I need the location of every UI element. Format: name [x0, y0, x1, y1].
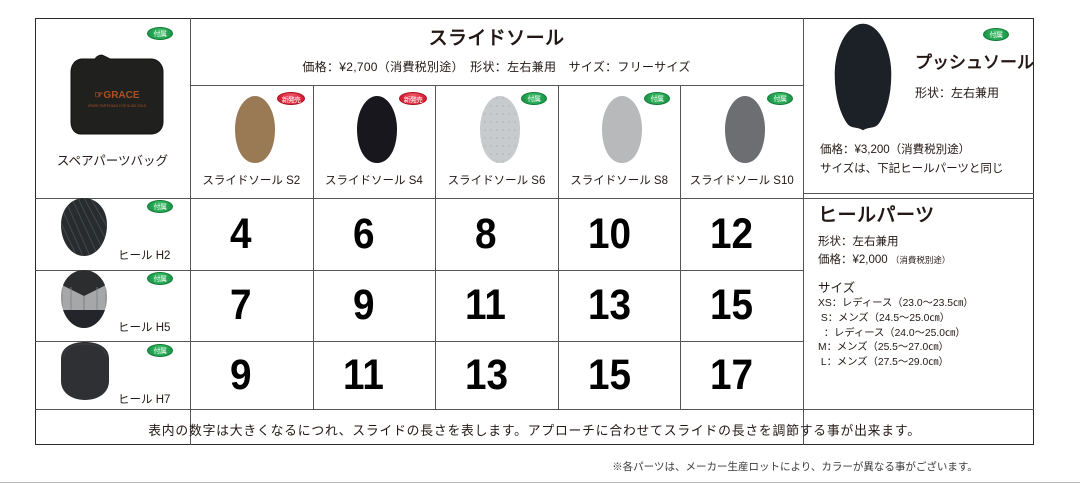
- svg-text:☞GRACE: ☞GRACE: [94, 90, 139, 101]
- svg-text:SPARE PARTS BAG FOR SLIDE SOLE: SPARE PARTS BAG FOR SLIDE SOLE: [88, 104, 147, 108]
